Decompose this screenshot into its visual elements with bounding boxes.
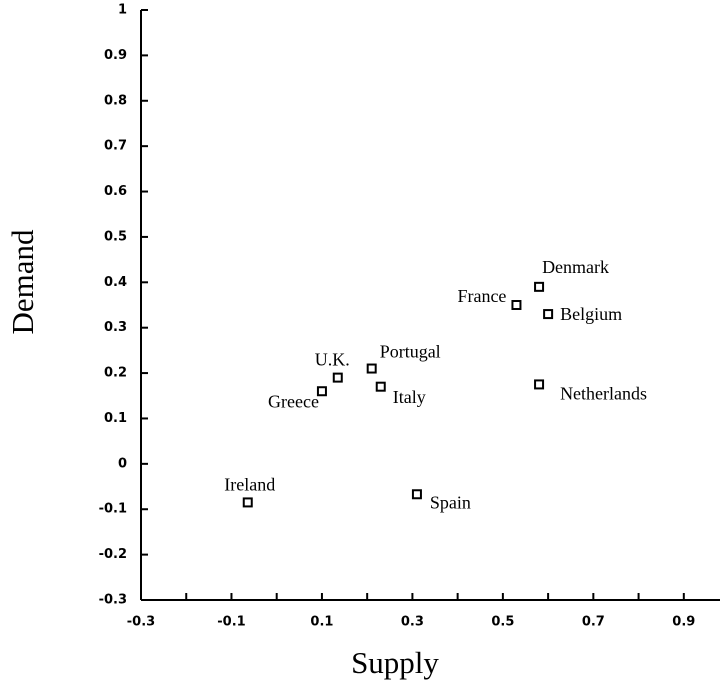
x-tick-label: 0.9 xyxy=(672,615,695,630)
y-tick-label: 0.1 xyxy=(104,411,127,426)
point-label: Portugal xyxy=(380,342,441,362)
y-tick-label: 0.3 xyxy=(104,320,127,335)
y-tick-label: 0 xyxy=(118,456,127,471)
y-tick-label: 0.5 xyxy=(104,229,127,244)
point-label: Ireland xyxy=(224,475,275,495)
point-label: France xyxy=(457,286,506,306)
x-tick-label: 0.5 xyxy=(491,615,514,630)
x-tick-label: 0.3 xyxy=(401,615,424,630)
y-tick-label: 0.8 xyxy=(104,93,127,108)
point xyxy=(316,386,327,397)
y-tick-label: 0.2 xyxy=(104,366,127,381)
x-tick-label: 0.1 xyxy=(310,615,333,630)
point-label: Denmark xyxy=(542,257,609,277)
x-tick-label: 0.7 xyxy=(582,615,605,630)
point xyxy=(242,497,253,508)
point-label: Spain xyxy=(430,492,471,512)
point xyxy=(543,309,554,320)
x-tick-label: -0.1 xyxy=(217,615,245,630)
y-tick-label: 0.4 xyxy=(104,275,127,290)
y-tick-label: -0.2 xyxy=(99,547,127,562)
x-tick-label: -0.3 xyxy=(127,615,155,630)
y-tick-label: 0.6 xyxy=(104,184,127,199)
point-label: Greece xyxy=(268,391,319,411)
point xyxy=(534,379,545,390)
point xyxy=(411,489,422,500)
point-label: Belgium xyxy=(560,304,622,324)
y-tick-label: 1 xyxy=(118,3,127,18)
y-axis-title: Demand xyxy=(5,229,40,335)
y-tick-label: 0.7 xyxy=(104,139,127,154)
point-label: Netherlands xyxy=(560,384,647,404)
x-axis-title: Supply xyxy=(351,645,439,680)
y-tick-label: 0.9 xyxy=(104,48,127,63)
point-label: Italy xyxy=(393,387,426,407)
point xyxy=(332,372,343,383)
y-tick-label: -0.3 xyxy=(99,593,127,608)
point xyxy=(375,381,386,392)
point xyxy=(366,363,377,374)
point-label: U.K. xyxy=(315,350,350,370)
point xyxy=(511,300,522,310)
point xyxy=(534,281,545,292)
y-tick-label: -0.1 xyxy=(99,502,127,517)
